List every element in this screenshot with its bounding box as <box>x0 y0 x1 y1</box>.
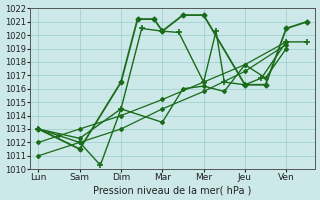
X-axis label: Pression niveau de la mer( hPa ): Pression niveau de la mer( hPa ) <box>93 185 252 195</box>
